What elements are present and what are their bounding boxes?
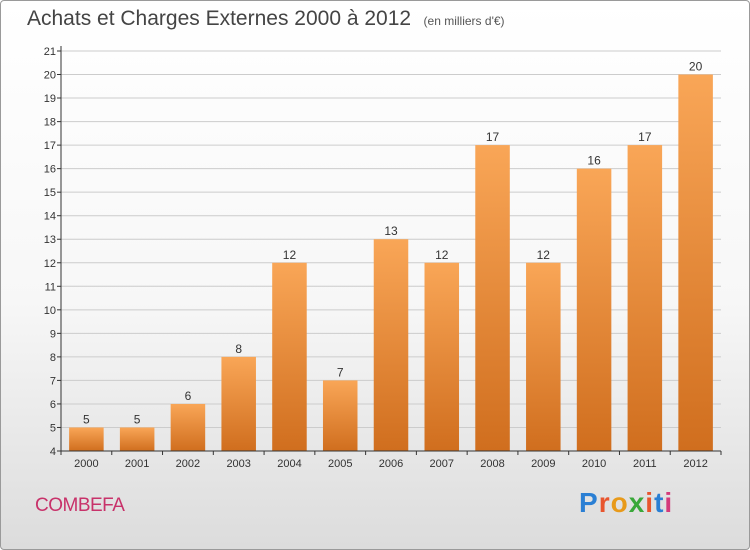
bar-2003: [221, 356, 256, 451]
bar-2009: [526, 262, 561, 451]
bar-2008: [475, 145, 510, 451]
y-tick-label: 21: [44, 46, 56, 58]
logo-letter: x: [628, 487, 646, 518]
data-label-2002: 6: [185, 389, 192, 403]
x-tick-label-2001: 2001: [125, 458, 149, 470]
bar-2012: [678, 74, 713, 451]
bar-2010: [576, 168, 612, 451]
data-label-2011: 17: [638, 130, 652, 144]
data-label-2000: 5: [83, 412, 90, 426]
y-tick-label: 11: [45, 281, 56, 293]
x-tick-label-2002: 2002: [176, 458, 200, 470]
x-tick-label-2006: 2006: [379, 458, 403, 470]
data-label-2010: 16: [587, 154, 601, 168]
chart-unit: (en milliers d'€): [423, 14, 505, 28]
x-tick-label-2003: 2003: [226, 458, 250, 470]
y-tick-label: 15: [44, 187, 56, 199]
logo-letter: P: [579, 487, 599, 518]
x-tick-label-2000: 2000: [74, 458, 98, 470]
bar-2011: [627, 145, 663, 451]
bar-2004: [272, 262, 307, 451]
logo-letter: r: [598, 487, 611, 518]
x-tick-label-2005: 2005: [328, 458, 352, 470]
proxiti-logo[interactable]: Proxiti: [579, 487, 673, 519]
y-tick-label: 14: [44, 211, 56, 223]
y-tick-label: 16: [44, 164, 56, 176]
data-labels: 5 5 6 8 12 7 13 12 17 12 16 17 20: [83, 60, 703, 427]
bar-2000: [69, 427, 104, 451]
y-tick-labels: 4 5 6 7 8 9 10 11 12 13 14 15 16 17 18 19 20 21: [44, 46, 61, 458]
logo-letter: i: [664, 487, 674, 518]
data-label-2009: 12: [537, 248, 551, 262]
bar-2001: [119, 427, 155, 451]
x-tick-label-2008: 2008: [480, 458, 504, 470]
logo-letter: i: [645, 487, 655, 518]
y-tick-label: 10: [44, 305, 56, 317]
y-tick-label: 13: [44, 234, 56, 246]
chart-title: Achats et Charges Externes 2000 à 2012: [27, 7, 412, 30]
y-tick-label: 12: [44, 258, 56, 270]
bars: [69, 74, 713, 451]
x-tick-label-2004: 2004: [277, 458, 301, 470]
data-label-2012: 20: [689, 60, 703, 74]
y-tick-label: 4: [50, 446, 56, 458]
y-tick-label: 20: [44, 70, 56, 82]
logo-letter: t: [654, 487, 665, 518]
data-label-2005: 7: [337, 365, 344, 379]
y-tick-label: 18: [44, 117, 56, 129]
bar-2007: [424, 262, 460, 451]
y-tick-label: 19: [44, 93, 56, 105]
data-label-2001: 5: [134, 412, 141, 426]
data-label-2006: 13: [384, 224, 398, 238]
title-row: Achats et Charges Externes 2000 à 2012 (…: [27, 7, 505, 31]
bar-2006: [373, 239, 409, 451]
y-tick-label: 6: [50, 399, 56, 411]
data-label-2008: 17: [486, 130, 500, 144]
commune-name: COMBEFA: [35, 495, 125, 516]
y-tick-label: 9: [50, 328, 56, 340]
x-tick-label-2010: 2010: [582, 458, 606, 470]
x-tick-labels: 2000 2001 2002 2003 2004 2005 2006 2007 2008 2009…: [60, 451, 722, 470]
data-label-2003: 8: [235, 342, 242, 356]
y-tick-label: 17: [44, 140, 56, 152]
data-label-2007: 12: [435, 248, 449, 262]
y-tick-label: 7: [50, 375, 56, 387]
x-tick-label-2012: 2012: [683, 458, 707, 470]
bar-2002: [170, 403, 206, 451]
y-tick-label: 5: [50, 422, 56, 434]
data-label-2004: 12: [283, 248, 297, 262]
axes: [60, 46, 721, 452]
x-tick-label-2011: 2011: [633, 458, 657, 470]
logo-letter: o: [610, 487, 629, 518]
y-tick-label: 8: [50, 352, 56, 364]
x-tick-label-2007: 2007: [430, 458, 454, 470]
bar-2005: [322, 380, 358, 451]
x-tick-label-2009: 2009: [531, 458, 555, 470]
